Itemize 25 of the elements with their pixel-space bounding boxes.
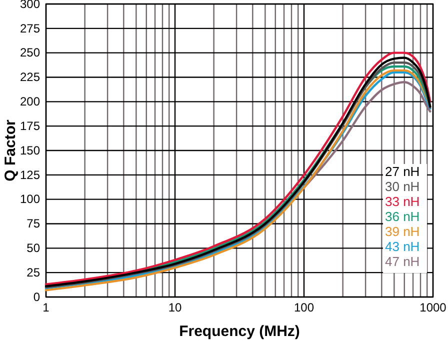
- y-axis-title: Q Factor: [2, 120, 19, 182]
- y-tick-label: 0: [33, 290, 40, 304]
- y-tick-label: 275: [20, 21, 40, 36]
- text: 39 nH: [385, 224, 420, 239]
- x-tick-label: 10: [168, 300, 182, 315]
- y-tick-label: 50: [26, 241, 40, 256]
- text: 47 nH: [385, 254, 420, 269]
- x-tick-label: 1000: [420, 300, 447, 315]
- text: 33 nH: [385, 194, 420, 209]
- y-tick-label: 25: [26, 265, 40, 280]
- y-tick-label: 225: [20, 70, 40, 84]
- y-tick-label: 75: [26, 216, 40, 231]
- text: 27 nH: [385, 164, 420, 179]
- y-tick-label: 200: [20, 94, 40, 109]
- y-tick-label: 125: [20, 168, 40, 182]
- text: 43 nH: [385, 239, 420, 254]
- y-tick-label: 150: [20, 143, 40, 158]
- x-tick-label: 1: [42, 300, 50, 315]
- y-tick-label: 250: [20, 46, 40, 60]
- text: 30 nH: [385, 179, 420, 194]
- y-tick-label: 175: [20, 118, 40, 133]
- y-tick-label: 100: [20, 192, 40, 206]
- x-axis-title: Frequency (MHz): [179, 323, 300, 340]
- x-tick-label: 100: [294, 300, 314, 315]
- text: 36 nH: [385, 209, 420, 224]
